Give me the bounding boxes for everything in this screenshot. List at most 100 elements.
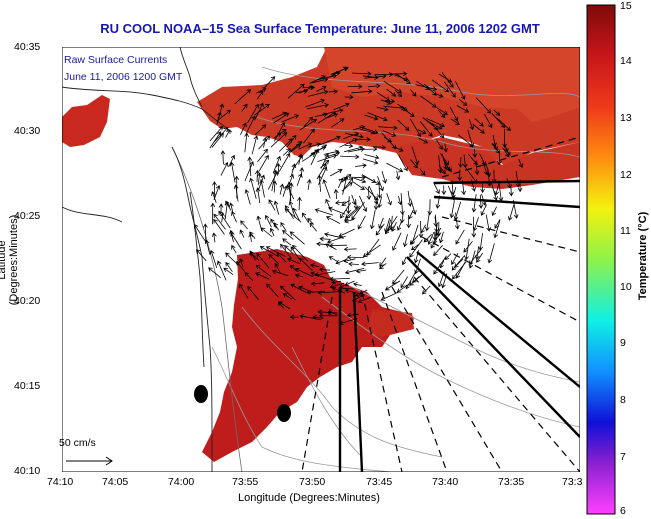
x-axis-label: Longitude (Degrees:Minutes) xyxy=(238,492,380,504)
current-vector xyxy=(351,89,373,94)
current-vector xyxy=(386,219,391,232)
current-vector xyxy=(309,222,318,232)
current-vector xyxy=(331,66,349,75)
current-vector xyxy=(299,314,322,321)
current-vector xyxy=(299,257,313,271)
current-vector xyxy=(441,185,447,196)
current-vector xyxy=(329,276,350,282)
current-vector xyxy=(271,111,288,120)
current-vector xyxy=(245,115,256,136)
current-vector xyxy=(276,128,287,137)
y-tick-label: 40:20 xyxy=(14,295,41,307)
current-vector xyxy=(502,128,508,149)
current-vector xyxy=(288,173,294,187)
current-vector xyxy=(273,121,285,142)
current-vector xyxy=(347,84,363,89)
current-vector xyxy=(319,267,331,273)
current-vector xyxy=(263,76,276,89)
current-vector xyxy=(425,119,443,130)
current-vector xyxy=(402,234,408,248)
current-vector xyxy=(247,156,253,177)
current-vector xyxy=(490,181,498,201)
current-vector xyxy=(454,258,464,268)
current-vector xyxy=(204,239,211,255)
current-vector xyxy=(328,89,339,95)
current-vector xyxy=(362,74,379,80)
current-vector xyxy=(346,312,359,318)
radar-site-marker xyxy=(194,385,208,403)
current-vector xyxy=(268,254,280,265)
current-vector xyxy=(359,195,368,213)
current-vector xyxy=(468,154,478,166)
current-vector xyxy=(424,213,430,232)
current-vector xyxy=(518,159,524,169)
current-vector xyxy=(450,118,460,126)
current-vector xyxy=(259,179,265,198)
current-vector xyxy=(270,218,277,229)
current-vector xyxy=(295,88,309,94)
current-vector xyxy=(376,106,389,112)
x-tick-label: 73:45 xyxy=(366,476,393,488)
current-vector xyxy=(255,264,272,278)
current-vector xyxy=(241,103,248,112)
current-vector xyxy=(274,262,282,274)
current-vector xyxy=(338,176,348,182)
current-vector xyxy=(344,288,361,295)
current-vector xyxy=(326,112,339,119)
current-vector xyxy=(307,217,314,225)
current-vector xyxy=(456,105,470,113)
current-vector xyxy=(256,90,264,100)
colorbar-label: Temperature (°C) xyxy=(637,211,649,301)
current-vector xyxy=(398,155,408,172)
current-vector xyxy=(343,132,360,140)
current-vector xyxy=(284,245,294,255)
current-vector xyxy=(225,200,232,211)
x-tick-label: 73:40 xyxy=(432,476,459,488)
current-vector xyxy=(282,238,292,246)
current-vector xyxy=(307,90,329,97)
x-tick-label: 74:05 xyxy=(102,476,129,488)
current-vector xyxy=(377,196,383,209)
current-vector xyxy=(287,257,301,265)
current-vector xyxy=(257,174,265,193)
current-vector xyxy=(244,161,254,182)
current-vector xyxy=(195,249,207,262)
current-vector xyxy=(290,246,301,260)
current-vector xyxy=(434,92,444,98)
current-vector xyxy=(484,113,493,129)
current-vector xyxy=(396,221,402,231)
current-vector xyxy=(239,258,244,268)
current-vector xyxy=(487,243,495,264)
current-vector xyxy=(270,132,288,148)
y-axis-label: Latitude (Degrees:Minutes) xyxy=(0,214,20,306)
current-vector xyxy=(287,83,305,99)
current-vector xyxy=(289,314,299,320)
current-vector xyxy=(325,198,332,213)
section-lines xyxy=(301,136,580,472)
current-vector xyxy=(439,260,445,269)
current-vector xyxy=(493,220,501,239)
current-vector xyxy=(344,94,354,100)
current-vector xyxy=(406,215,412,229)
current-vector xyxy=(436,139,443,150)
current-vector xyxy=(400,276,409,289)
current-vector xyxy=(249,250,256,261)
colorbar-tick-label: 7 xyxy=(620,451,626,463)
current-vector xyxy=(399,193,405,216)
current-vector xyxy=(234,175,240,199)
current-vector xyxy=(417,129,427,135)
current-vector xyxy=(478,233,484,251)
colorbar-tick-label: 9 xyxy=(620,337,626,349)
current-vector xyxy=(494,219,501,229)
current-vector xyxy=(258,154,269,172)
current-vector xyxy=(386,162,404,173)
current-vector xyxy=(423,234,432,243)
current-vector xyxy=(329,243,348,248)
current-vector xyxy=(314,271,336,277)
x-tick-label: 73:50 xyxy=(299,476,326,488)
current-vector xyxy=(305,98,326,108)
current-vector xyxy=(220,150,226,165)
current-vector xyxy=(297,153,303,165)
current-vector xyxy=(265,246,286,257)
current-vector xyxy=(264,214,272,228)
